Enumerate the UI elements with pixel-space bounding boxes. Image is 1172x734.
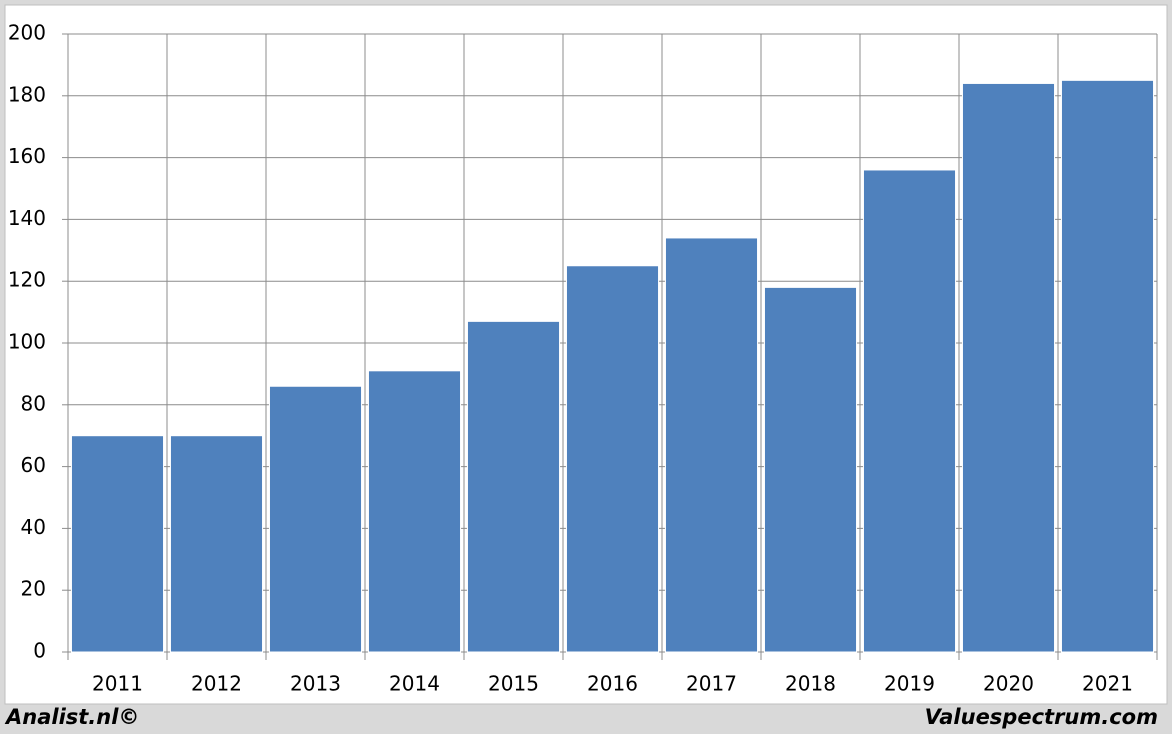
x-tick-label: 2019 xyxy=(884,672,935,696)
x-tick-label: 2020 xyxy=(983,672,1034,696)
x-tick-label: 2021 xyxy=(1082,672,1133,696)
y-tick-label: 80 xyxy=(21,391,46,415)
y-tick-label: 120 xyxy=(8,268,46,292)
bar xyxy=(961,82,1056,653)
footer-right: Valuespectrum.com xyxy=(925,705,1158,729)
bar xyxy=(169,435,264,653)
x-tick-label: 2014 xyxy=(389,672,440,696)
bar xyxy=(565,265,660,653)
bar xyxy=(268,385,363,653)
x-tick-label: 2013 xyxy=(290,672,341,696)
y-tick-label: 140 xyxy=(8,206,46,230)
x-tick-label: 2011 xyxy=(92,672,143,696)
bar xyxy=(70,435,165,653)
bar xyxy=(664,237,759,653)
x-tick-label: 2018 xyxy=(785,672,836,696)
x-tick-label: 2015 xyxy=(488,672,539,696)
bar xyxy=(763,286,858,653)
footer-left: Analist.nl© xyxy=(4,705,139,729)
y-tick-label: 160 xyxy=(8,144,46,168)
y-tick-label: 0 xyxy=(33,639,46,663)
bar xyxy=(1060,79,1155,653)
bar xyxy=(862,169,957,653)
y-tick-label: 200 xyxy=(8,21,46,45)
y-tick-label: 180 xyxy=(8,82,46,106)
x-tick-label: 2016 xyxy=(587,672,638,696)
x-tick-label: 2017 xyxy=(686,672,737,696)
y-tick-label: 20 xyxy=(21,577,46,601)
y-tick-label: 60 xyxy=(21,453,46,477)
y-tick-label: 100 xyxy=(8,330,46,354)
bar xyxy=(466,320,561,653)
x-tick-label: 2012 xyxy=(191,672,242,696)
bar xyxy=(367,370,462,653)
y-tick-label: 40 xyxy=(21,515,46,539)
